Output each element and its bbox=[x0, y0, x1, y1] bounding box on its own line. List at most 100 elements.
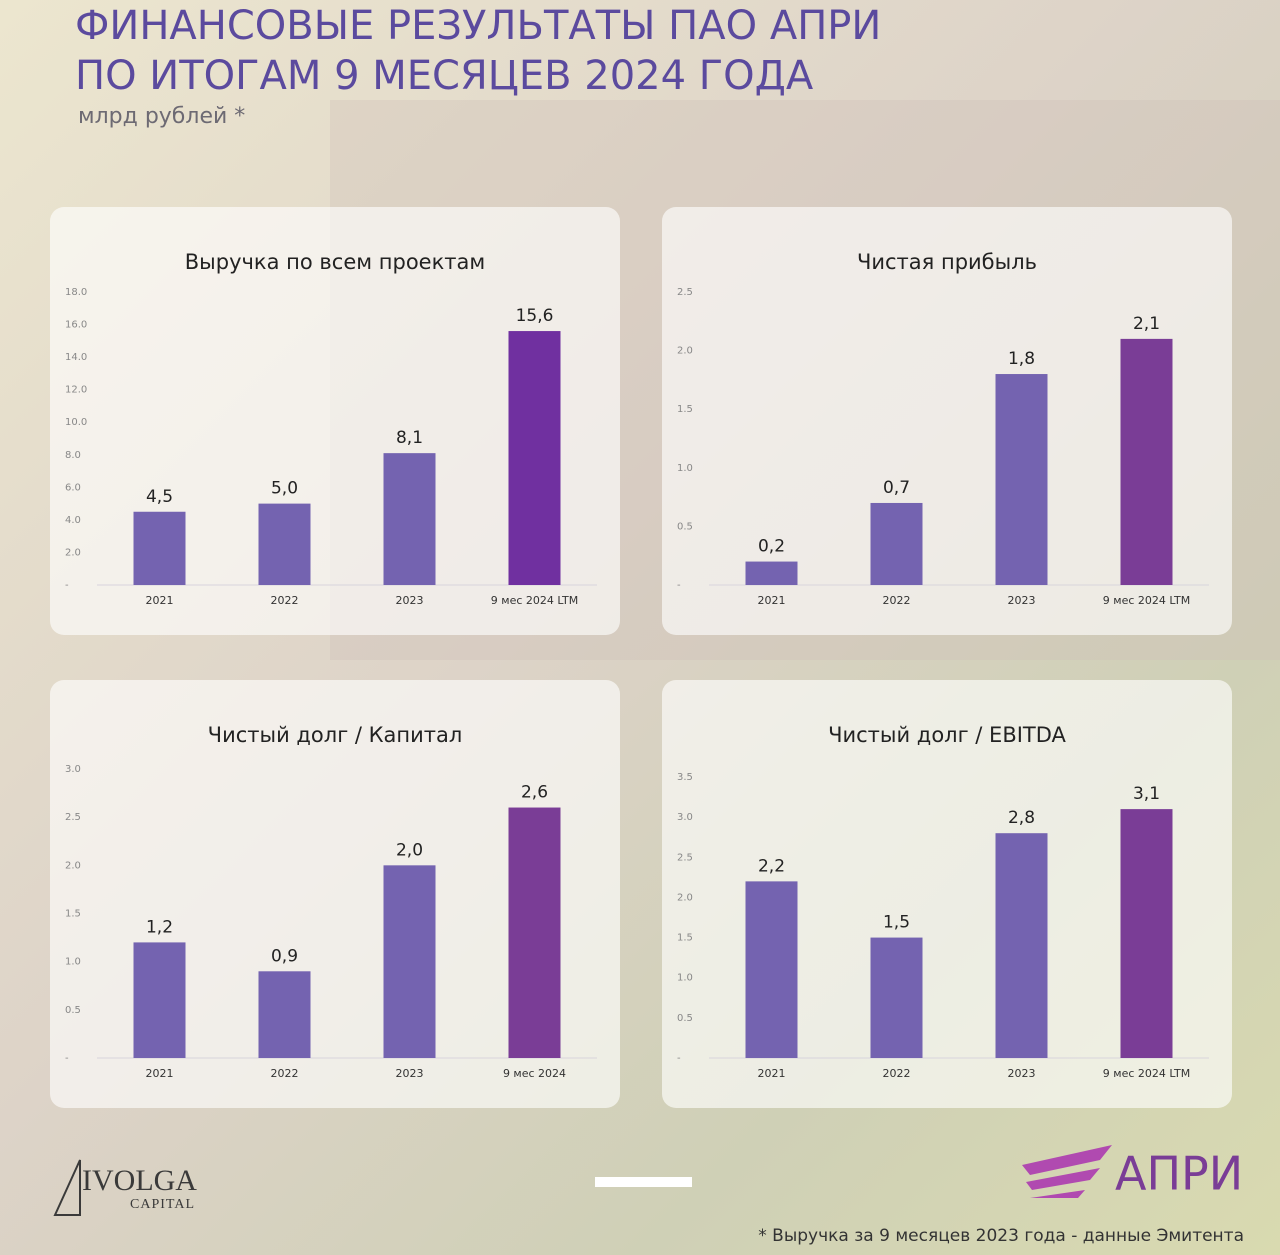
bar bbox=[870, 937, 923, 1058]
value-label: 3,1 bbox=[1133, 784, 1160, 804]
chart-title: Чистый долг / EBITDA bbox=[828, 723, 1066, 747]
y-tick-label: 2.5 bbox=[677, 287, 693, 298]
y-tick-label: 8.0 bbox=[65, 450, 81, 461]
x-tick-label: 2023 bbox=[1008, 1067, 1036, 1080]
charts: Выручка по всем проектам - 2.0 4.0 6.0 8.0 10.… bbox=[50, 207, 1232, 1108]
x-tick-label: 9 мес 2024 LTM bbox=[491, 594, 578, 607]
x-tick-label: 2021 bbox=[146, 594, 174, 607]
bar bbox=[383, 865, 436, 1058]
y-tick-label: 1.0 bbox=[677, 463, 693, 474]
x-tick-label: 9 мес 2024 LTM bbox=[1103, 594, 1190, 607]
chart-title: Чистая прибыль bbox=[857, 250, 1037, 274]
logo-left: IVOLGA bbox=[82, 1164, 197, 1197]
bar bbox=[995, 833, 1048, 1058]
y-tick-label: 2.0 bbox=[65, 547, 81, 558]
y-tick-label: 12.0 bbox=[65, 385, 87, 396]
x-tick-label: 2023 bbox=[1008, 594, 1036, 607]
x-tick-label: 2023 bbox=[396, 594, 424, 607]
x-tick-label: 2022 bbox=[271, 594, 299, 607]
y-tick-label: - bbox=[65, 580, 69, 591]
bar bbox=[508, 807, 561, 1058]
x-tick-label: 2022 bbox=[883, 594, 911, 607]
y-tick-label: 1.0 bbox=[677, 973, 693, 984]
y-tick-label: 1.0 bbox=[65, 957, 81, 968]
panel bbox=[662, 680, 1232, 1108]
y-tick-label: 2.0 bbox=[677, 346, 693, 357]
subtitle: млрд рублей * bbox=[78, 104, 245, 129]
y-tick-label: - bbox=[65, 1053, 69, 1064]
y-tick-label: 16.0 bbox=[65, 320, 87, 331]
bar bbox=[508, 331, 561, 585]
value-label: 2,6 bbox=[521, 783, 548, 803]
bar bbox=[133, 511, 186, 585]
value-label: 2,0 bbox=[396, 840, 423, 860]
title-line: ФИНАНСОВЫЕ РЕЗУЛЬТАТЫ ПАО АПРИ bbox=[75, 3, 881, 49]
y-tick-label: 0.5 bbox=[677, 1013, 693, 1024]
value-label: 4,5 bbox=[146, 487, 173, 507]
value-label: 0,2 bbox=[758, 537, 785, 557]
value-label: 8,1 bbox=[396, 428, 423, 448]
y-tick-label: 3.0 bbox=[65, 764, 81, 775]
x-tick-label: 2022 bbox=[271, 1067, 299, 1080]
value-label: 1,5 bbox=[883, 913, 910, 933]
x-tick-label: 2022 bbox=[883, 1067, 911, 1080]
panel bbox=[50, 207, 620, 635]
x-tick-label: 2021 bbox=[146, 1067, 174, 1080]
y-tick-label: 1.5 bbox=[677, 404, 693, 415]
y-tick-label: 0.5 bbox=[677, 521, 693, 532]
panel bbox=[50, 680, 620, 1108]
logo-left-sub: CAPITAL bbox=[130, 1197, 195, 1212]
x-tick-label: 9 мес 2024 bbox=[503, 1067, 566, 1080]
y-tick-label: 10.0 bbox=[65, 417, 87, 428]
bar bbox=[745, 881, 798, 1058]
bar bbox=[995, 374, 1048, 585]
value-label: 1,2 bbox=[146, 917, 173, 937]
bar bbox=[258, 503, 311, 585]
y-tick-label: 0.5 bbox=[65, 1005, 81, 1016]
y-tick-label: 6.0 bbox=[65, 482, 81, 493]
panel bbox=[662, 207, 1232, 635]
value-label: 15,6 bbox=[516, 306, 554, 326]
value-label: 0,7 bbox=[883, 478, 910, 498]
bar bbox=[870, 502, 923, 585]
y-tick-label: 18.0 bbox=[65, 287, 87, 298]
y-tick-label: 3.0 bbox=[677, 812, 693, 823]
y-tick-label: 14.0 bbox=[65, 352, 87, 363]
y-tick-label: 2.5 bbox=[677, 852, 693, 863]
y-tick-label: 1.5 bbox=[677, 933, 693, 944]
y-tick-label: 1.5 bbox=[65, 909, 81, 920]
value-label: 5,0 bbox=[271, 479, 298, 499]
bar bbox=[258, 971, 311, 1058]
logo-mark bbox=[53, 1159, 81, 1216]
x-tick-label: 2021 bbox=[758, 1067, 786, 1080]
y-tick-label: 3.5 bbox=[677, 772, 693, 783]
footnote: * Выручка за 9 месяцев 2023 года - данны… bbox=[758, 1226, 1244, 1246]
value-label: 0,9 bbox=[271, 946, 298, 966]
y-tick-label: - bbox=[677, 580, 681, 591]
bar bbox=[1120, 338, 1173, 585]
bar bbox=[133, 942, 186, 1058]
page-indicator bbox=[595, 1177, 692, 1187]
title-line: ПО ИТОГАМ 9 МЕСЯЦЕВ 2024 ГОДА bbox=[75, 53, 814, 99]
value-label: 1,8 bbox=[1008, 349, 1035, 369]
bar bbox=[383, 453, 436, 585]
x-tick-label: 9 мес 2024 LTM bbox=[1103, 1067, 1190, 1080]
y-tick-label: 2.0 bbox=[677, 892, 693, 903]
y-tick-label: - bbox=[677, 1053, 681, 1064]
value-label: 2,1 bbox=[1133, 314, 1160, 334]
logo-right: АПРИ bbox=[1115, 1147, 1243, 1201]
logo-right-mark bbox=[1022, 1145, 1112, 1198]
x-tick-label: 2023 bbox=[396, 1067, 424, 1080]
value-label: 2,2 bbox=[758, 856, 785, 876]
x-tick-label: 2021 bbox=[758, 594, 786, 607]
y-tick-label: 4.0 bbox=[65, 515, 81, 526]
chart-title: Чистый долг / Капитал bbox=[208, 723, 463, 747]
y-tick-label: 2.5 bbox=[65, 812, 81, 823]
bar bbox=[745, 561, 798, 585]
chart-title: Выручка по всем проектам bbox=[185, 250, 485, 274]
y-tick-label: 2.0 bbox=[65, 860, 81, 871]
value-label: 2,8 bbox=[1008, 808, 1035, 828]
bar bbox=[1120, 809, 1173, 1058]
